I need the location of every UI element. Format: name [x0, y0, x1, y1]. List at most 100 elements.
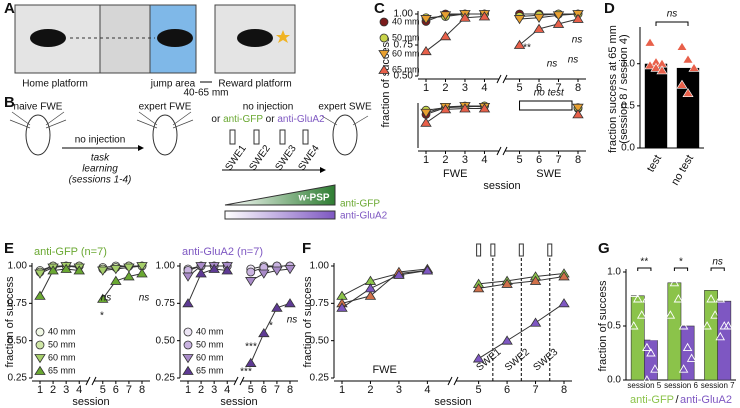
y-axis-label: (session 8 / session 4)	[618, 34, 630, 143]
marker	[379, 33, 389, 43]
data-point	[665, 267, 676, 276]
data-point	[646, 321, 656, 330]
legend-label: 50 mm	[196, 339, 224, 349]
marker	[420, 117, 432, 127]
marker	[110, 265, 122, 275]
whiskers	[9, 111, 369, 129]
data-point	[656, 65, 668, 75]
significance-bracket	[637, 267, 652, 271]
legend-label: 50 mm	[392, 32, 420, 42]
arrowhead	[138, 145, 144, 151]
data-point	[715, 294, 726, 303]
marker	[123, 271, 135, 281]
marker	[459, 12, 471, 22]
marker	[439, 104, 452, 114]
data-point	[650, 62, 662, 72]
bar	[630, 295, 645, 381]
annotation: ns	[667, 9, 678, 20]
y-tick-label: 1.0	[607, 267, 621, 278]
panel-label: F	[302, 240, 311, 257]
label: anti-GFP	[223, 114, 263, 125]
legend-label: anti-GFP	[630, 394, 674, 406]
series-line	[341, 268, 428, 304]
label: anti-GluA2	[277, 114, 325, 125]
label: Reward platform	[218, 79, 291, 90]
marker	[529, 275, 542, 285]
marker	[364, 283, 377, 293]
data-point	[702, 267, 712, 276]
label: or	[211, 114, 223, 125]
marker	[258, 269, 270, 279]
panel-label: C	[374, 0, 385, 17]
data-point	[676, 79, 688, 89]
data-point	[686, 353, 697, 362]
marker	[271, 302, 283, 312]
x-axis-label: session	[220, 396, 257, 408]
marker	[513, 39, 526, 49]
data-point	[682, 342, 693, 352]
y-tick-label: 1.00	[394, 9, 414, 20]
marker	[439, 31, 452, 41]
marker	[572, 103, 584, 113]
y-tick-label: 0.5	[621, 100, 635, 111]
x-tick-label: 4	[481, 82, 487, 94]
bar	[644, 63, 668, 148]
x-axis-label: session	[434, 396, 471, 408]
series-line	[341, 269, 428, 297]
x-tick-label: 4	[481, 154, 487, 166]
annotation: **	[640, 257, 648, 268]
label: learning	[82, 164, 118, 175]
x-axis-label: session	[72, 396, 109, 408]
x-tick-label: session 7	[701, 381, 735, 390]
marker	[378, 64, 390, 74]
marker	[258, 327, 270, 338]
marker	[552, 18, 565, 28]
y-tick-label: 0.0	[621, 143, 635, 154]
marker	[364, 290, 377, 300]
x-tick-label: 6	[536, 154, 542, 166]
legend-label: 65 mm	[196, 365, 224, 375]
data-point	[682, 88, 694, 98]
panel-label: A	[4, 0, 15, 17]
marker	[558, 298, 570, 308]
panel-label: D	[604, 0, 615, 17]
annotation: ***	[240, 367, 252, 378]
panel-b: naive FWE expert FWE no injection task l…	[9, 102, 388, 222]
syringes	[229, 129, 309, 145]
x-tick-label: 3	[63, 384, 69, 396]
data-point	[688, 62, 700, 72]
x-tick-label: 1	[339, 384, 345, 396]
marker	[182, 272, 194, 282]
data-point	[706, 294, 716, 303]
marker	[336, 302, 348, 312]
x-axis-label: session	[483, 180, 520, 192]
series-line	[425, 15, 485, 52]
syringe-icon	[490, 243, 496, 257]
marker	[182, 365, 194, 375]
annotation: **	[523, 43, 531, 54]
data-point	[682, 54, 694, 64]
axis-break	[496, 74, 502, 84]
series-line	[39, 265, 80, 274]
label: w-PSP	[297, 193, 329, 204]
panel-label: G	[598, 240, 610, 257]
y-tick-label: 0.75	[8, 298, 28, 309]
y-tick-label: 1.0	[621, 58, 635, 69]
marker	[34, 290, 46, 300]
x-tick-label: 6	[504, 384, 510, 396]
data-point	[650, 364, 660, 373]
x-tick-label: 4	[224, 384, 230, 396]
data-point	[636, 277, 647, 287]
x-tick-label: 2	[442, 154, 448, 166]
marker	[420, 15, 432, 25]
swe-label: SWE3	[531, 347, 560, 374]
annotation: ns	[547, 59, 558, 70]
marker	[421, 265, 434, 275]
data-point	[628, 288, 639, 298]
data-point	[723, 267, 734, 276]
chart-title: anti-GFP (n=7)	[34, 246, 107, 258]
marker	[34, 269, 46, 279]
label: expert SWE	[318, 102, 372, 113]
mouse-icon	[157, 29, 193, 47]
label: SWE2	[247, 143, 273, 173]
